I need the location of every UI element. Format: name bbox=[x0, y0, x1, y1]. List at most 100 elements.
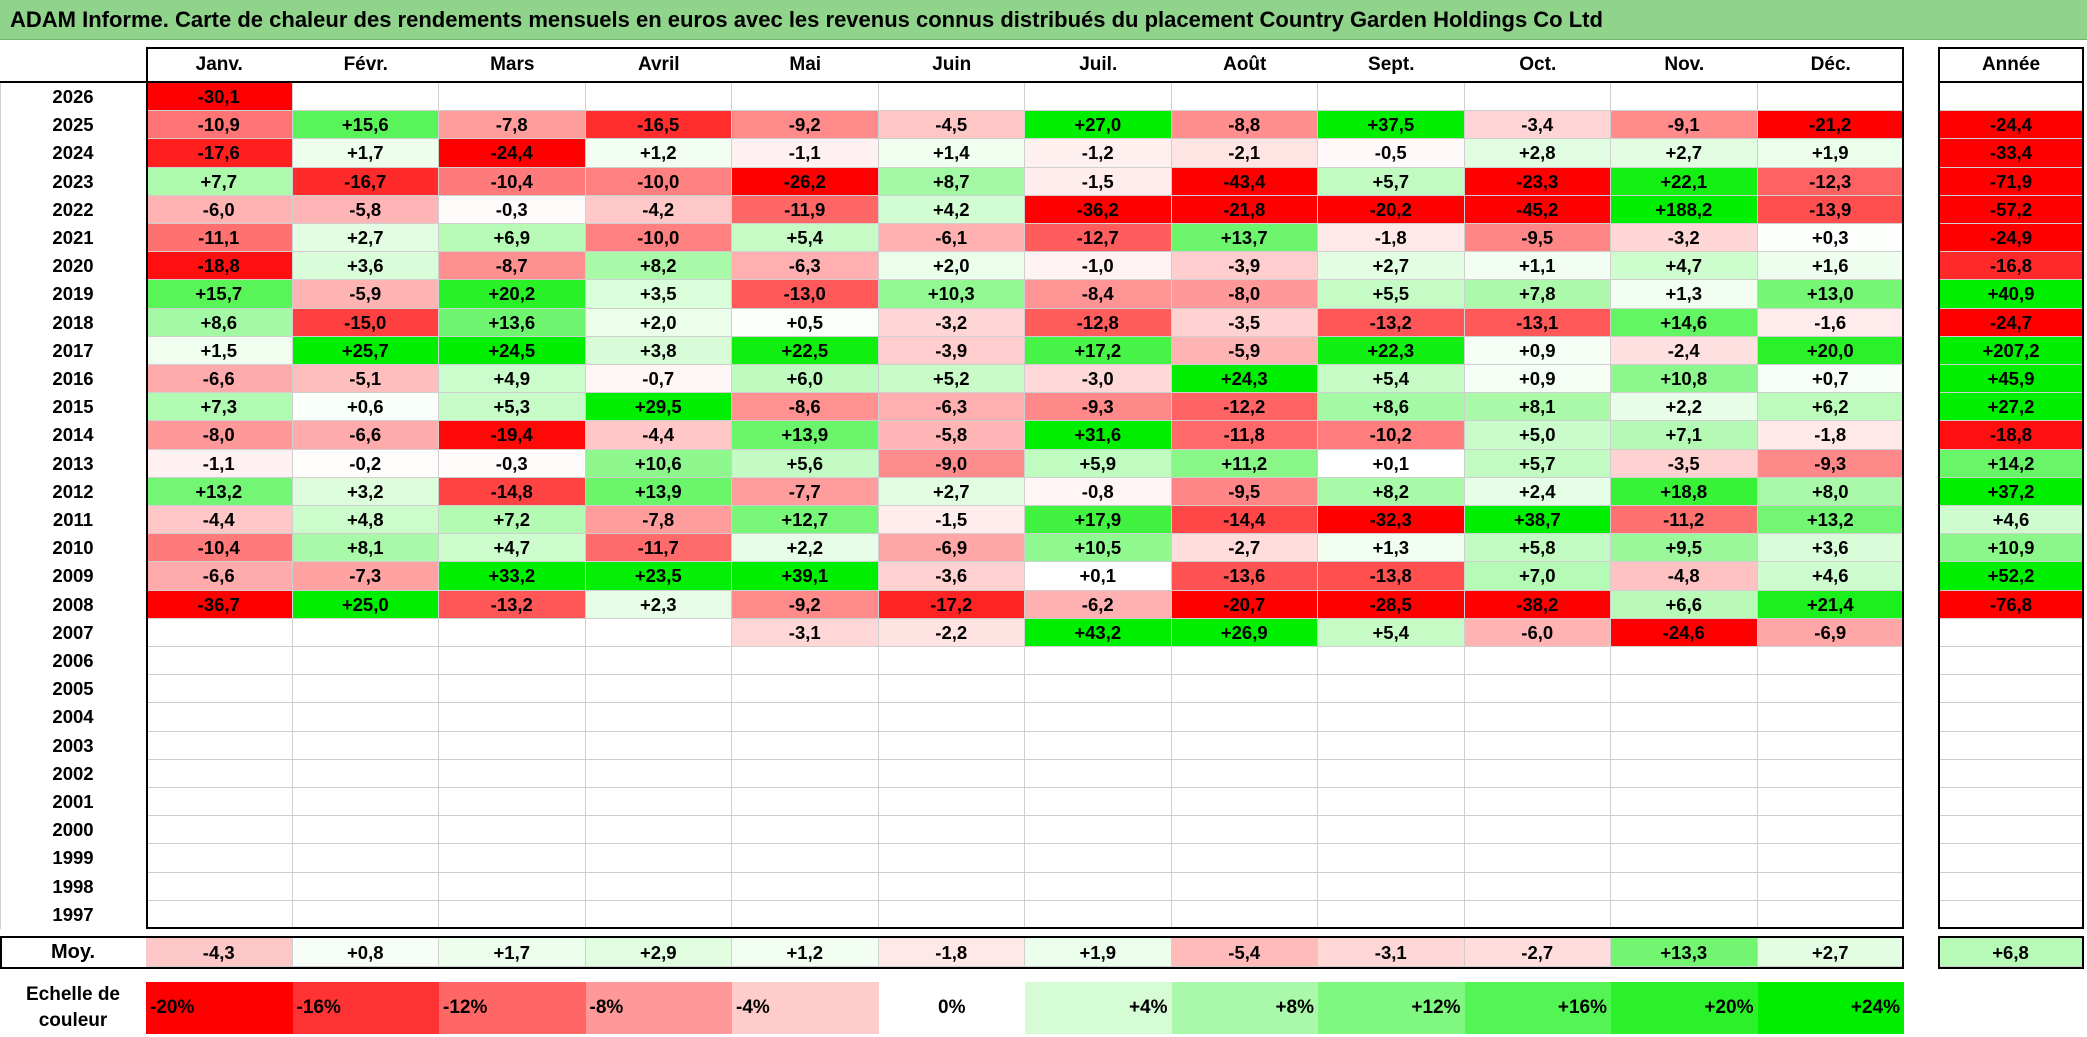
heatmap-cell: -2,1 bbox=[1171, 139, 1318, 168]
heatmap-cell: +5,2 bbox=[878, 365, 1025, 394]
color-scale-step: -12% bbox=[439, 982, 586, 1034]
heatmap-cell: +10,3 bbox=[878, 280, 1025, 309]
heatmap-cell bbox=[1757, 788, 1904, 817]
heatmap-cell: +4,7 bbox=[1611, 252, 1758, 281]
heatmap-cell bbox=[292, 900, 439, 929]
heatmap-cell bbox=[1025, 83, 1172, 112]
heatmap-cell: +5,3 bbox=[439, 393, 586, 422]
heatmap-cell bbox=[439, 83, 586, 112]
heatmap-cell: +6,6 bbox=[1611, 590, 1758, 619]
heatmap-cell: +0,5 bbox=[732, 308, 879, 337]
average-label: Moy. bbox=[50, 941, 96, 963]
heatmap-cell bbox=[732, 816, 879, 845]
heatmap-cell: -1,5 bbox=[878, 506, 1025, 535]
heatmap-cell: -8,7 bbox=[439, 252, 586, 281]
heatmap-cell bbox=[732, 731, 879, 760]
month-header: Mars bbox=[490, 54, 535, 75]
heatmap-cell bbox=[1464, 816, 1611, 845]
heatmap-cell: +1,1 bbox=[1464, 252, 1611, 281]
heatmap-cell bbox=[439, 703, 586, 732]
heatmap-cell: -38,2 bbox=[1464, 590, 1611, 619]
heatmap-cell bbox=[1611, 759, 1758, 788]
heatmap-cell bbox=[1464, 731, 1611, 760]
heatmap-cell: +2,7 bbox=[1318, 252, 1465, 281]
month-header: Mai bbox=[789, 54, 822, 75]
heatmap-cell bbox=[146, 675, 293, 704]
heatmap-cell: -8,4 bbox=[1025, 280, 1172, 309]
month-header: Sept. bbox=[1368, 54, 1415, 75]
heatmap-cell bbox=[1757, 759, 1904, 788]
year-column-header: Année bbox=[1981, 54, 2041, 75]
heatmap-cell: -4,4 bbox=[146, 506, 293, 535]
heatmap-cell bbox=[1611, 816, 1758, 845]
heatmap-cell bbox=[146, 844, 293, 873]
average-cell: +13,3 bbox=[1611, 938, 1758, 967]
heatmap-cell: +5,8 bbox=[1464, 534, 1611, 563]
year-label: 2019 bbox=[52, 283, 94, 305]
heatmap-cell bbox=[732, 900, 879, 929]
header-separator bbox=[146, 81, 1904, 83]
heatmap-cell: -1,8 bbox=[1318, 224, 1465, 253]
heatmap-cell: -6,3 bbox=[732, 252, 879, 281]
heatmap-cell bbox=[1318, 788, 1465, 817]
header-separator bbox=[1938, 81, 2084, 83]
heatmap-cell bbox=[1757, 675, 1904, 704]
heatmap-cell bbox=[1464, 759, 1611, 788]
heatmap-cell bbox=[1464, 647, 1611, 676]
heatmap-cell bbox=[1611, 731, 1758, 760]
heatmap-cell: +7,0 bbox=[1464, 562, 1611, 591]
heatmap-cell bbox=[878, 703, 1025, 732]
average-cell: +1,9 bbox=[1025, 938, 1172, 967]
heatmap-cell bbox=[1171, 900, 1318, 929]
month-header: Févr. bbox=[343, 54, 388, 75]
heatmap-cell bbox=[732, 759, 879, 788]
heatmap-cell: +1,9 bbox=[1757, 139, 1904, 168]
year-label: 1997 bbox=[52, 903, 94, 925]
heatmap-cell bbox=[1757, 83, 1904, 112]
year-label: 2026 bbox=[52, 86, 94, 107]
year-label: 2009 bbox=[52, 565, 94, 587]
heatmap-cell: -26,2 bbox=[732, 167, 879, 196]
heatmap-cell bbox=[292, 816, 439, 845]
average-cell: +0,8 bbox=[292, 938, 439, 967]
heatmap-cell bbox=[1025, 759, 1172, 788]
heatmap-cell bbox=[1318, 675, 1465, 704]
heatmap-cell bbox=[732, 83, 879, 112]
heatmap-cell: +2,4 bbox=[1464, 477, 1611, 506]
heatmap-cell: +13,2 bbox=[146, 477, 293, 506]
heatmap-cell: +29,5 bbox=[585, 393, 732, 422]
heatmap-cell bbox=[1464, 83, 1611, 112]
annual-cell: -16,8 bbox=[1938, 252, 2084, 281]
heatmap-cell bbox=[292, 703, 439, 732]
heatmap-cell: -13,2 bbox=[1318, 308, 1465, 337]
heatmap-cell: -9,1 bbox=[1611, 111, 1758, 140]
heatmap-cell bbox=[1757, 731, 1904, 760]
heatmap-cell bbox=[1464, 872, 1611, 901]
heatmap-cell bbox=[878, 731, 1025, 760]
month-header: Juin bbox=[932, 54, 972, 75]
heatmap-cell bbox=[146, 816, 293, 845]
heatmap-cell: +2,7 bbox=[878, 477, 1025, 506]
annual-cell: -71,9 bbox=[1938, 167, 2084, 196]
heatmap-cell: -16,7 bbox=[292, 167, 439, 196]
heatmap-cell: -9,2 bbox=[732, 111, 879, 140]
heatmap-cell: -0,8 bbox=[1025, 477, 1172, 506]
heatmap-cell: -4,2 bbox=[585, 195, 732, 224]
heatmap-cell: +43,2 bbox=[1025, 618, 1172, 647]
heatmap-cell: -5,8 bbox=[878, 421, 1025, 450]
month-header: Déc. bbox=[1810, 54, 1851, 75]
heatmap-cell: +20,2 bbox=[439, 280, 586, 309]
heatmap-cell: +6,2 bbox=[1757, 393, 1904, 422]
annual-cell bbox=[1938, 844, 2084, 873]
heatmap-cell bbox=[1171, 872, 1318, 901]
heatmap-cell: -9,5 bbox=[1171, 477, 1318, 506]
average-cell: +2,7 bbox=[1757, 938, 1904, 967]
month-header: Août bbox=[1223, 54, 1267, 75]
heatmap-cell: -6,9 bbox=[1757, 618, 1904, 647]
heatmap-cell bbox=[292, 618, 439, 647]
annual-cell: +207,2 bbox=[1938, 336, 2084, 365]
heatmap-cell: -7,7 bbox=[732, 477, 879, 506]
heatmap-cell: -13,9 bbox=[1757, 195, 1904, 224]
heatmap-cell: +3,5 bbox=[585, 280, 732, 309]
heatmap-cell: +6,0 bbox=[732, 365, 879, 394]
